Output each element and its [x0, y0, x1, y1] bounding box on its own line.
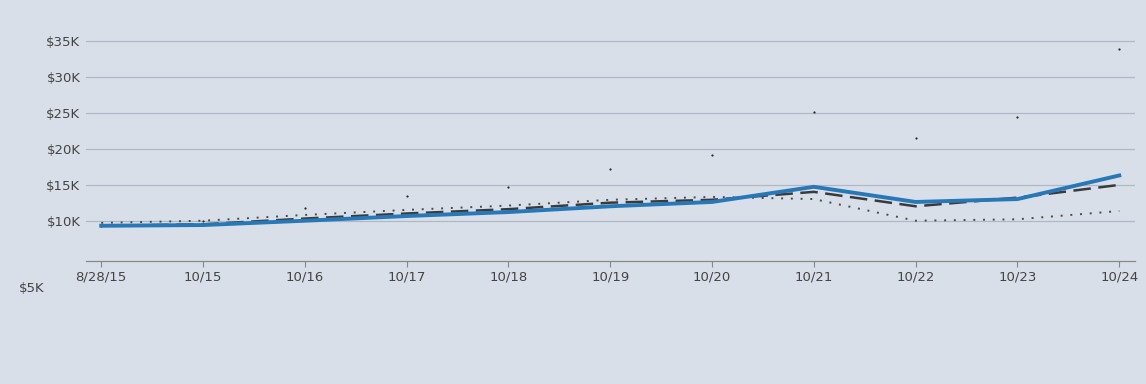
S&P 500 Index – $33,846 — [603, 167, 617, 172]
Line: S&P 500 Index – $33,846: S&P 500 Index – $33,846 — [99, 47, 1122, 228]
American Funds Moderate Portfolio Class A – $16,373 — [502, 210, 516, 214]
S&P 500 Index – $33,846 — [502, 184, 516, 189]
Line: S&P Target Date Retirement Income Index – $15,066: S&P Target Date Retirement Income Index … — [101, 185, 1120, 226]
S&P Target Date Retirement Income Index – $15,066 — [909, 204, 923, 209]
American Funds Moderate Portfolio Class A – $16,373 — [705, 200, 719, 204]
S&P 500 Index – $33,846 — [196, 218, 210, 223]
S&P Target Date Retirement Income Index – $15,066 — [603, 200, 617, 205]
S&P 500 Index – $33,846 — [1011, 114, 1025, 119]
Line: American Funds Moderate Portfolio Class A – $16,373: American Funds Moderate Portfolio Class … — [101, 175, 1120, 226]
Bloomberg U.S. Aggregate Index – $11,442 — [603, 197, 617, 202]
Bloomberg U.S. Aggregate Index – $11,442 — [400, 208, 414, 212]
Bloomberg U.S. Aggregate Index – $11,442 — [909, 218, 923, 223]
S&P 500 Index – $33,846 — [705, 153, 719, 157]
American Funds Moderate Portfolio Class A – $16,373 — [1113, 173, 1127, 178]
Bloomberg U.S. Aggregate Index – $11,442 — [1113, 209, 1127, 214]
S&P Target Date Retirement Income Index – $15,066 — [1011, 195, 1025, 200]
American Funds Moderate Portfolio Class A – $16,373 — [298, 218, 312, 223]
S&P 500 Index – $33,846 — [298, 206, 312, 211]
S&P Target Date Retirement Income Index – $15,066 — [705, 197, 719, 202]
American Funds Moderate Portfolio Class A – $16,373 — [1011, 197, 1025, 201]
American Funds Moderate Portfolio Class A – $16,373 — [196, 223, 210, 227]
American Funds Moderate Portfolio Class A – $16,373 — [94, 223, 108, 228]
S&P Target Date Retirement Income Index – $15,066 — [807, 190, 821, 194]
S&P Target Date Retirement Income Index – $15,066 — [298, 216, 312, 221]
S&P 500 Index – $33,846 — [400, 194, 414, 199]
Line: Bloomberg U.S. Aggregate Index – $11,442: Bloomberg U.S. Aggregate Index – $11,442 — [101, 197, 1120, 223]
American Funds Moderate Portfolio Class A – $16,373 — [909, 200, 923, 204]
S&P Target Date Retirement Income Index – $15,066 — [1113, 182, 1127, 187]
Bloomberg U.S. Aggregate Index – $11,442 — [705, 195, 719, 199]
S&P 500 Index – $33,846 — [909, 136, 923, 141]
American Funds Moderate Portfolio Class A – $16,373 — [603, 204, 617, 209]
S&P 500 Index – $33,846 — [1113, 47, 1127, 52]
American Funds Moderate Portfolio Class A – $16,373 — [807, 184, 821, 189]
Bloomberg U.S. Aggregate Index – $11,442 — [1011, 217, 1025, 222]
S&P Target Date Retirement Income Index – $15,066 — [400, 211, 414, 216]
S&P Target Date Retirement Income Index – $15,066 — [502, 207, 516, 212]
S&P Target Date Retirement Income Index – $15,066 — [196, 222, 210, 227]
Bloomberg U.S. Aggregate Index – $11,442 — [502, 203, 516, 208]
S&P Target Date Retirement Income Index – $15,066 — [94, 223, 108, 228]
American Funds Moderate Portfolio Class A – $16,373 — [400, 214, 414, 218]
S&P 500 Index – $33,846 — [807, 109, 821, 114]
Bloomberg U.S. Aggregate Index – $11,442 — [196, 218, 210, 223]
Bloomberg U.S. Aggregate Index – $11,442 — [807, 197, 821, 201]
Bloomberg U.S. Aggregate Index – $11,442 — [298, 213, 312, 217]
S&P 500 Index – $33,846 — [94, 223, 108, 228]
Bloomberg U.S. Aggregate Index – $11,442 — [94, 220, 108, 225]
Text: $5K: $5K — [19, 282, 45, 295]
